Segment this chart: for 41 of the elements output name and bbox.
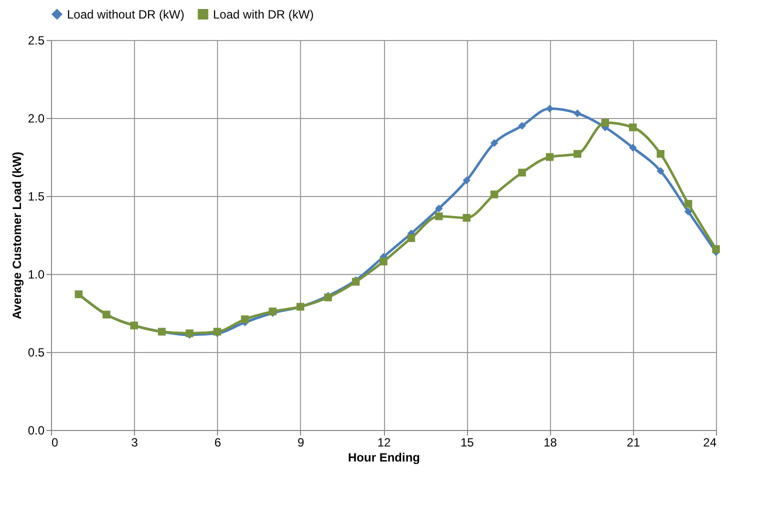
point bbox=[490, 190, 498, 198]
x-tick-label: 15 bbox=[460, 436, 474, 450]
y-tick-label: 2.5 bbox=[28, 34, 45, 48]
point bbox=[712, 245, 720, 253]
point bbox=[241, 315, 249, 324]
point bbox=[574, 109, 582, 118]
x-tick-label: 6 bbox=[214, 436, 222, 450]
point bbox=[435, 204, 443, 212]
point bbox=[462, 176, 470, 184]
point bbox=[574, 150, 582, 158]
y-tick-label: 0.5 bbox=[28, 346, 45, 360]
point bbox=[684, 208, 692, 216]
x-tick-label: 9 bbox=[298, 436, 305, 450]
legend-label: Load with DR (kW) bbox=[213, 7, 314, 22]
point bbox=[656, 167, 664, 175]
y-axis-title: Average Customer Load (kW) bbox=[10, 152, 24, 320]
point bbox=[462, 214, 470, 222]
point bbox=[407, 234, 416, 242]
x-tick-label: 21 bbox=[626, 436, 640, 450]
point bbox=[629, 123, 637, 132]
x-tick-label: 12 bbox=[377, 436, 391, 450]
point bbox=[490, 139, 498, 147]
point bbox=[518, 168, 526, 176]
point bbox=[546, 153, 554, 161]
point bbox=[629, 144, 637, 152]
y-tick-label: 2.0 bbox=[28, 112, 45, 126]
y-tick-label: 1.5 bbox=[28, 190, 45, 204]
y-tick-label: 1.0 bbox=[28, 268, 45, 282]
x-tick-label: 3 bbox=[131, 436, 138, 450]
x-tick-label: 18 bbox=[544, 436, 558, 450]
point bbox=[656, 150, 664, 158]
point bbox=[380, 258, 388, 266]
x-tick-label: 24 bbox=[703, 436, 717, 450]
y-tick-label: 0.0 bbox=[28, 424, 45, 438]
x-tick-label: 0 bbox=[52, 436, 58, 450]
x-axis-title: Hour Ending bbox=[348, 450, 420, 464]
point bbox=[435, 212, 443, 220]
point bbox=[601, 118, 610, 127]
legend-label: Load without DR (kW) bbox=[67, 7, 184, 22]
point bbox=[518, 122, 526, 130]
point bbox=[684, 200, 692, 208]
